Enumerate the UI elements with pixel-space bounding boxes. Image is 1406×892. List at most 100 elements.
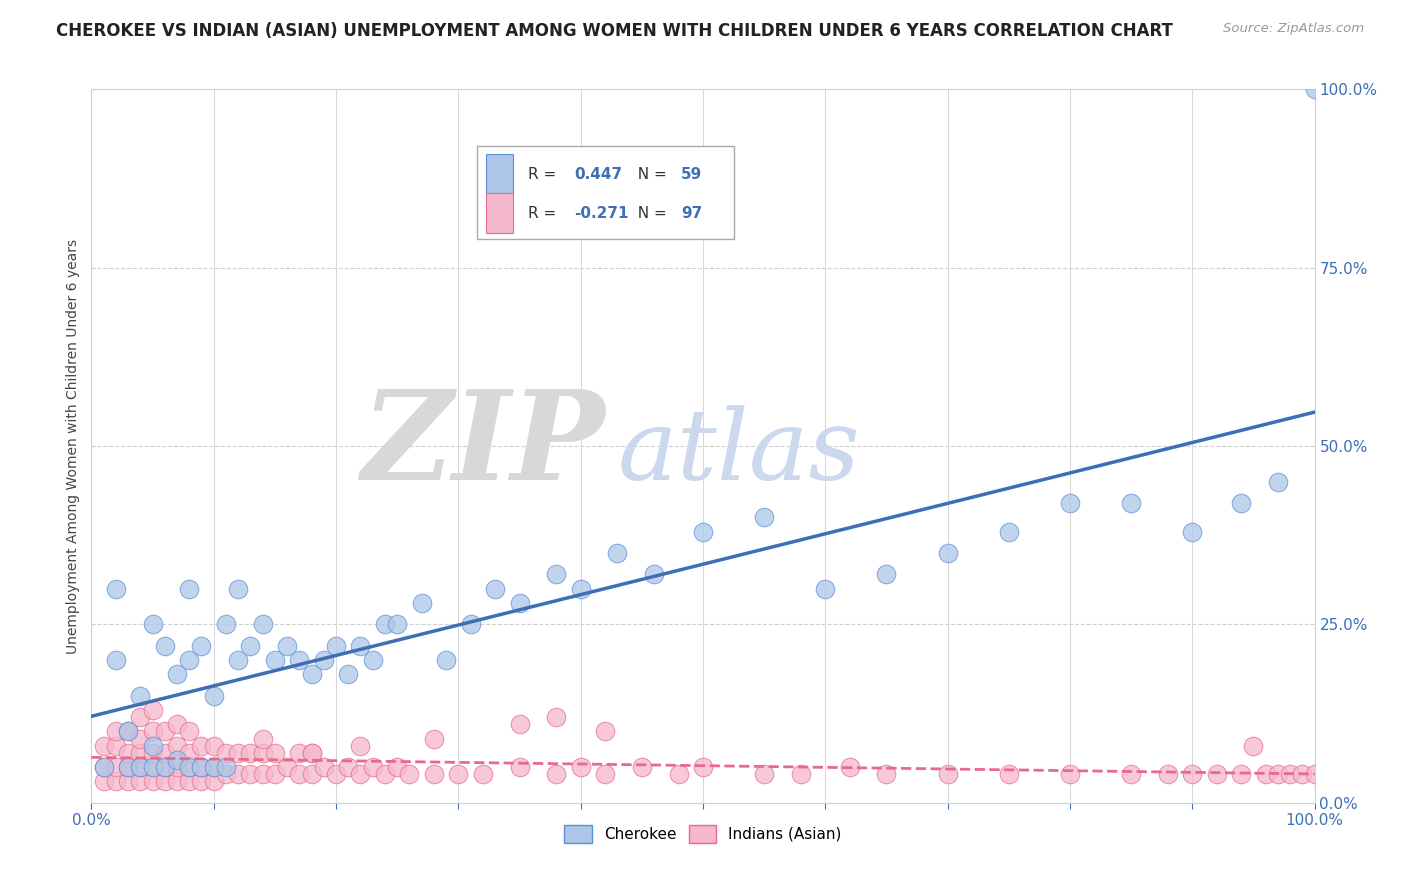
Point (129, 689, 152, 703)
Point (337, 760, 360, 774)
Point (202, 774, 225, 789)
Point (117, 774, 139, 789)
Point (226, 767, 249, 781)
Point (1059, 496, 1081, 510)
Point (141, 739, 163, 753)
Point (190, 739, 212, 753)
Point (398, 767, 420, 781)
Text: N =: N = (628, 205, 672, 220)
Point (936, 546, 959, 560)
Point (264, 653, 287, 667)
Point (349, 767, 371, 781)
Point (838, 760, 860, 774)
Point (643, 567, 665, 582)
Point (215, 746, 238, 760)
Point (337, 667, 360, 681)
Point (509, 760, 531, 774)
Point (1291, 767, 1313, 781)
Point (104, 724, 127, 739)
Y-axis label: Unemployment Among Women with Children Under 6 years: Unemployment Among Women with Children U… (66, 238, 80, 654)
Point (374, 617, 396, 632)
Point (447, 767, 470, 781)
Point (141, 746, 163, 760)
Text: atlas: atlas (617, 406, 860, 500)
Point (179, 760, 201, 774)
Point (117, 724, 139, 739)
Point (754, 767, 776, 781)
Point (93, 760, 115, 774)
Point (117, 746, 139, 760)
Point (569, 760, 592, 774)
Point (631, 760, 654, 774)
Text: 97: 97 (681, 205, 702, 220)
Point (117, 760, 139, 774)
Point (1121, 767, 1143, 781)
Point (509, 717, 531, 731)
Point (93, 739, 115, 753)
Text: CHEROKEE VS INDIAN (ASIAN) UNEMPLOYMENT AMONG WOMEN WITH CHILDREN UNDER 6 YEARS : CHEROKEE VS INDIAN (ASIAN) UNEMPLOYMENT … (56, 22, 1173, 40)
Point (1121, 496, 1143, 510)
Point (117, 724, 139, 739)
Point (288, 653, 311, 667)
Point (361, 653, 384, 667)
Point (1230, 496, 1253, 510)
Point (239, 639, 262, 653)
Point (546, 767, 568, 781)
Point (153, 639, 176, 653)
Point (276, 639, 298, 653)
Point (288, 767, 311, 781)
Point (166, 760, 188, 774)
Point (1267, 767, 1289, 781)
Point (546, 567, 568, 582)
Point (153, 774, 176, 789)
Point (754, 510, 776, 524)
Point (252, 731, 274, 746)
Point (1303, 82, 1326, 96)
Point (141, 774, 163, 789)
Point (385, 617, 409, 632)
Point (153, 760, 176, 774)
Point (668, 767, 690, 781)
Point (606, 546, 628, 560)
Point (129, 731, 152, 746)
FancyBboxPatch shape (486, 154, 513, 194)
Point (215, 760, 238, 774)
Point (301, 746, 323, 760)
Point (179, 653, 201, 667)
Point (252, 746, 274, 760)
Point (423, 731, 446, 746)
Point (423, 767, 446, 781)
Point (998, 524, 1021, 539)
Point (202, 760, 225, 774)
Point (226, 582, 249, 596)
Text: ZIP: ZIP (361, 385, 605, 507)
Point (153, 760, 176, 774)
Point (104, 760, 127, 774)
Point (190, 774, 212, 789)
Point (509, 596, 531, 610)
Point (1279, 767, 1302, 781)
Point (141, 617, 163, 632)
Point (349, 639, 371, 653)
Point (166, 774, 188, 789)
Point (141, 760, 163, 774)
Point (179, 746, 201, 760)
Point (288, 746, 311, 760)
Point (1243, 739, 1265, 753)
Point (104, 774, 127, 789)
Point (166, 667, 188, 681)
Point (434, 653, 457, 667)
Text: N =: N = (628, 167, 672, 182)
Point (166, 717, 188, 731)
Point (129, 774, 152, 789)
Text: -0.271: -0.271 (575, 205, 628, 220)
Point (252, 617, 274, 632)
Point (93, 774, 115, 789)
FancyBboxPatch shape (477, 146, 734, 239)
Point (1059, 767, 1081, 781)
Point (875, 767, 898, 781)
Point (1181, 767, 1204, 781)
Point (202, 689, 225, 703)
Text: Source: ZipAtlas.com: Source: ZipAtlas.com (1223, 22, 1364, 36)
Point (179, 774, 201, 789)
